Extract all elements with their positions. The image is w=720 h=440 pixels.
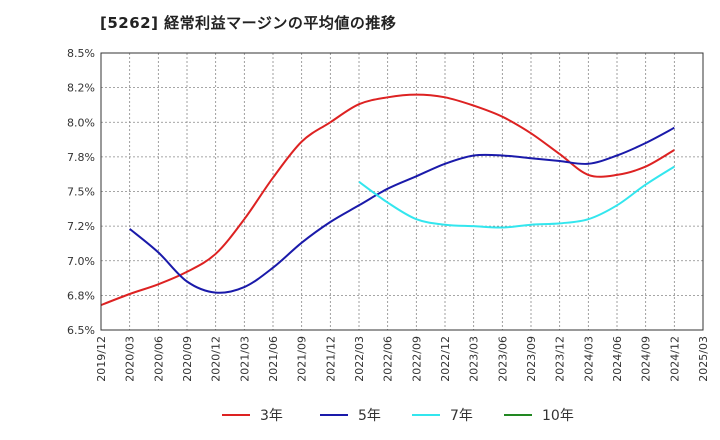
x-tick-label: 2020/03 [124, 336, 137, 382]
x-tick-label: 2023/12 [554, 336, 567, 382]
x-tick-label: 2024/12 [668, 336, 681, 382]
legend-label-3y: 3年 [260, 408, 283, 424]
series-line-1 [129, 126, 675, 294]
x-tick-label: 2024/03 [582, 336, 595, 382]
x-tick-label: 2022/09 [410, 336, 423, 382]
x-tick-label: 2020/09 [181, 336, 194, 382]
y-tick-label: 8.0% [67, 116, 95, 129]
x-tick-label: 2022/03 [353, 336, 366, 382]
x-tick-label: 2025/03 [697, 336, 710, 382]
series-line-2 [358, 165, 675, 229]
x-tick-label: 2021/03 [238, 336, 251, 382]
legend-swatch-10y [504, 414, 532, 416]
x-tick-label: 2024/06 [611, 336, 624, 382]
x-tick-label: 2023/03 [468, 336, 481, 382]
y-tick-label: 7.8% [67, 151, 95, 164]
x-tick-label: 2022/12 [439, 336, 452, 382]
legend-label-5y: 5年 [358, 408, 381, 424]
legend-item-10y: 10年 [504, 402, 574, 428]
legend-item-5y: 5年 [320, 402, 381, 428]
chart-title: [5262] 経常利益マージンの平均値の推移 [100, 14, 397, 32]
x-tick-label: 2021/09 [296, 336, 309, 382]
x-tick-label: 2019/12 [95, 336, 108, 382]
chart-legend: 3年 5年 7年 10年 [0, 402, 720, 428]
y-tick-label: 7.2% [67, 220, 95, 233]
x-tick-label: 2022/06 [382, 336, 395, 382]
line-chart: 6.5% 6.8% 7.0% 7.2% 7.5% 7.8% 8.0% 8.2% 8.5% 201… [67, 47, 710, 382]
legend-swatch-7y [412, 414, 440, 416]
legend-swatch-3y [222, 414, 250, 416]
y-tick-label: 8.5% [67, 47, 95, 60]
legend-label-10y: 10年 [542, 408, 574, 424]
legend-item-7y: 7年 [412, 402, 473, 428]
x-tick-label: 2020/06 [152, 336, 165, 382]
legend-swatch-5y [320, 414, 348, 416]
x-tick-label: 2024/09 [640, 336, 653, 382]
plot-frame [100, 52, 704, 331]
legend-label-7y: 7年 [450, 408, 473, 424]
y-tick-label: 6.5% [67, 324, 95, 337]
y-tick-label: 6.8% [67, 289, 95, 302]
y-tick-label: 8.2% [67, 82, 95, 95]
legend-item-3y: 3年 [222, 402, 283, 428]
x-tick-label: 2020/12 [210, 336, 223, 382]
x-tick-label: 2021/06 [267, 336, 280, 382]
y-tick-label: 7.5% [67, 186, 95, 199]
x-tick-label: 2023/06 [496, 336, 509, 382]
x-tick-label: 2021/12 [324, 336, 337, 382]
y-tick-label: 7.0% [67, 255, 95, 268]
x-tick-label: 2023/09 [525, 336, 538, 382]
series-line-0 [100, 93, 675, 307]
